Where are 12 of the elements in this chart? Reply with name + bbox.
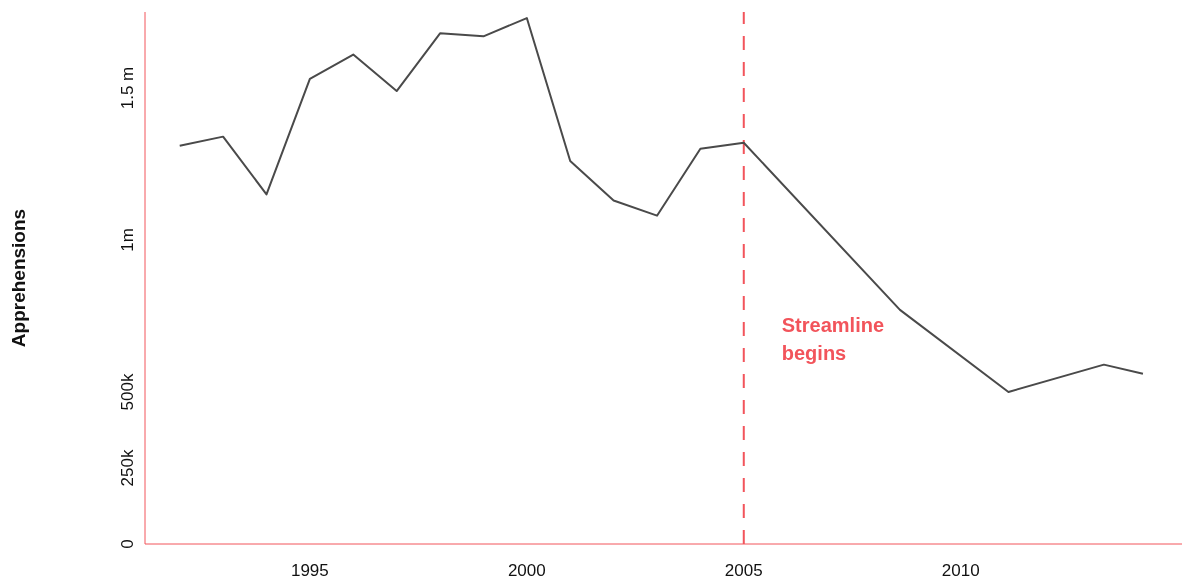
x-tick-label: 1995: [290, 561, 329, 581]
x-tick-label: 2000: [507, 561, 546, 581]
x-tick-label: 2005: [724, 561, 763, 581]
y-tick-label: 1m: [118, 228, 137, 252]
x-tick-label: 2010: [941, 561, 980, 581]
y-tick-label: 250k: [118, 449, 137, 487]
y-tick-label: 0: [118, 539, 137, 549]
ref-line-label: Streamline begins: [781, 314, 885, 364]
y-tick-label: 500k: [118, 373, 137, 411]
y-tick-label: 1.5 m: [118, 66, 137, 110]
line-series: [178, 17, 1144, 393]
y-axis-title: Apprehensions: [7, 208, 29, 348]
